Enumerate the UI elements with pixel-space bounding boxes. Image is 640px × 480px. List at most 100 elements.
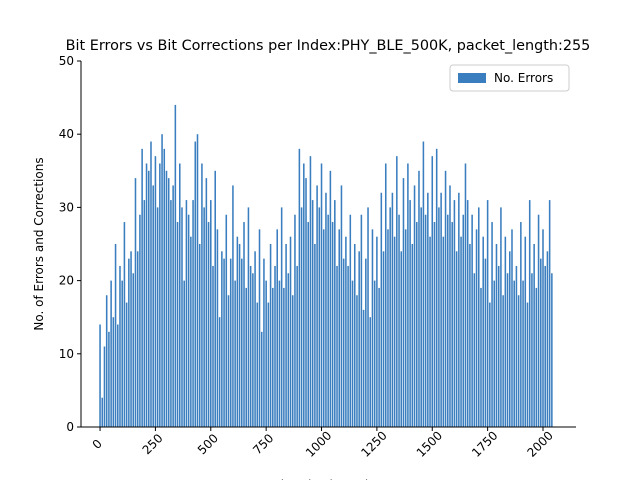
bar bbox=[223, 258, 225, 427]
y-tick-label: 0 bbox=[66, 420, 74, 434]
bar bbox=[291, 295, 294, 427]
bar bbox=[362, 309, 365, 427]
bar bbox=[181, 207, 183, 427]
bar bbox=[110, 280, 112, 427]
bar bbox=[320, 163, 323, 428]
bar bbox=[513, 280, 515, 427]
bar bbox=[139, 214, 141, 427]
bar bbox=[349, 214, 352, 427]
bar bbox=[522, 280, 524, 427]
bar bbox=[130, 251, 132, 427]
bar bbox=[382, 251, 385, 427]
bar bbox=[546, 251, 549, 427]
y-axis-label: No. of Errors and Corrections bbox=[32, 157, 46, 330]
bar bbox=[212, 265, 214, 427]
bar bbox=[334, 200, 336, 427]
bar bbox=[396, 156, 398, 427]
bar bbox=[99, 324, 101, 427]
bar bbox=[402, 178, 405, 427]
bar bbox=[274, 265, 276, 427]
bar bbox=[373, 280, 376, 427]
bar bbox=[491, 222, 493, 427]
bar bbox=[285, 244, 287, 427]
bar bbox=[119, 265, 121, 427]
bar bbox=[338, 229, 341, 427]
bar bbox=[225, 214, 228, 427]
bar bbox=[179, 163, 181, 428]
y-tick-label: 10 bbox=[59, 347, 74, 361]
legend-swatch bbox=[458, 73, 486, 83]
bar bbox=[309, 156, 312, 427]
bar bbox=[535, 287, 538, 427]
bar bbox=[214, 170, 216, 428]
bar bbox=[551, 273, 553, 427]
bar bbox=[336, 265, 338, 427]
bar bbox=[462, 214, 465, 427]
bar bbox=[466, 200, 469, 427]
bar bbox=[183, 280, 185, 427]
bar bbox=[378, 287, 380, 427]
bar bbox=[542, 229, 544, 427]
bar bbox=[260, 331, 263, 427]
bar bbox=[108, 331, 110, 427]
bar bbox=[163, 148, 166, 427]
bar bbox=[442, 236, 445, 427]
bar bbox=[123, 222, 126, 427]
bar bbox=[194, 141, 197, 427]
bar bbox=[438, 207, 440, 427]
bar bbox=[141, 148, 143, 427]
bar bbox=[280, 207, 283, 427]
bar bbox=[303, 163, 305, 428]
bar bbox=[322, 229, 325, 427]
bar bbox=[203, 207, 205, 427]
bar bbox=[207, 222, 210, 427]
bar bbox=[533, 244, 535, 427]
bar bbox=[327, 214, 329, 427]
legend-label: No. Errors bbox=[494, 71, 553, 85]
bar bbox=[190, 236, 192, 427]
bar bbox=[380, 192, 383, 427]
bar bbox=[176, 222, 179, 427]
bar bbox=[152, 185, 154, 427]
bar bbox=[540, 258, 542, 427]
bar bbox=[265, 280, 267, 427]
bar bbox=[464, 163, 467, 428]
bar bbox=[489, 302, 491, 427]
bar bbox=[103, 346, 106, 427]
bar bbox=[435, 148, 438, 427]
bar bbox=[311, 200, 314, 427]
bar bbox=[345, 236, 347, 427]
bar bbox=[433, 222, 436, 427]
bar bbox=[101, 397, 104, 427]
bar bbox=[134, 178, 137, 427]
bar bbox=[325, 192, 327, 427]
bar bbox=[353, 244, 356, 427]
bar bbox=[318, 207, 321, 427]
bar bbox=[471, 214, 473, 427]
bar bbox=[413, 185, 416, 427]
bar bbox=[444, 170, 447, 428]
bar bbox=[340, 185, 343, 427]
bar bbox=[526, 302, 529, 427]
bar bbox=[278, 280, 281, 427]
bar bbox=[356, 295, 358, 427]
bar bbox=[528, 200, 531, 427]
bar bbox=[446, 214, 449, 427]
bar bbox=[418, 170, 420, 428]
bar bbox=[497, 265, 500, 427]
bar bbox=[502, 295, 504, 427]
bar bbox=[409, 200, 411, 427]
bar bbox=[170, 200, 172, 427]
y-tick-label: 20 bbox=[59, 274, 74, 288]
bar bbox=[427, 192, 429, 427]
bar bbox=[424, 214, 427, 427]
bar bbox=[254, 251, 256, 427]
bar bbox=[314, 244, 316, 427]
bar bbox=[509, 251, 511, 427]
bar bbox=[305, 178, 307, 427]
bar bbox=[234, 280, 236, 427]
bar bbox=[360, 214, 363, 427]
bar bbox=[511, 229, 513, 427]
bar bbox=[125, 302, 128, 427]
